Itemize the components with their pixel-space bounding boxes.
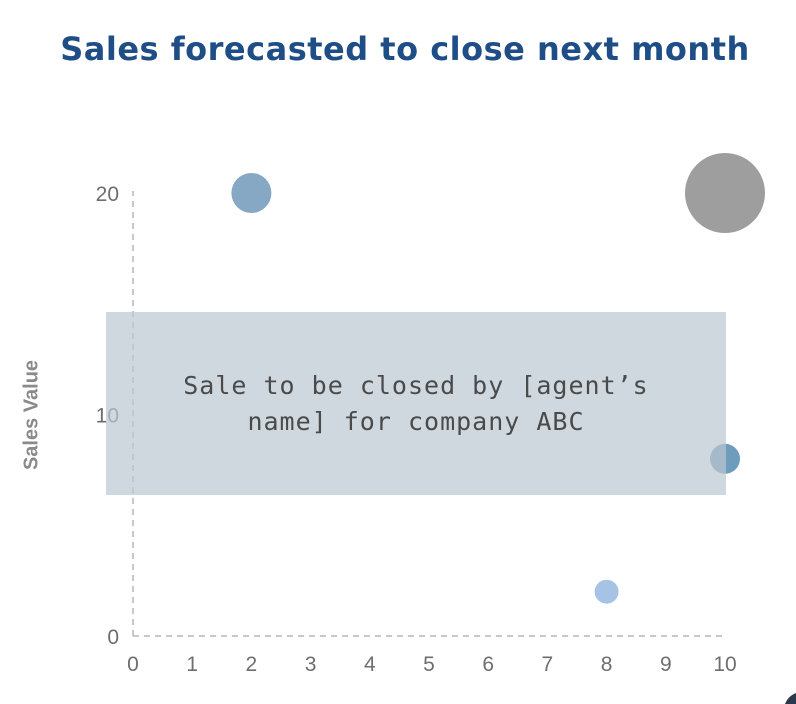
x-tick-label: 7 (542, 653, 554, 676)
x-tick-label: 1 (186, 653, 198, 676)
y-tick-label: 0 (107, 626, 119, 649)
data-point-4 (594, 579, 619, 604)
x-tick-label: 0 (127, 653, 139, 676)
x-tick-label: 5 (423, 653, 435, 676)
x-tick-labels: 0 1 2 3 4 5 6 7 8 9 10 (127, 653, 737, 676)
data-points (231, 153, 765, 604)
x-tick-label: 8 (601, 653, 613, 676)
x-tick-label: 9 (660, 653, 672, 676)
annotation-text: Sale to be closed by [agent’s name] for … (183, 370, 649, 436)
x-tick-label: 4 (364, 653, 376, 676)
x-tick-label: 10 (713, 653, 736, 676)
y-tick-label: 20 (96, 183, 119, 206)
y-axis-label: Sales Value (20, 359, 43, 471)
annotation-callout: Sale to be closed by [agent’s name] for … (106, 312, 726, 495)
corner-decoration (766, 684, 796, 704)
data-point-2 (685, 153, 765, 233)
x-tick-label: 6 (482, 653, 494, 676)
x-tick-label: 3 (305, 653, 317, 676)
data-point-1 (231, 173, 272, 213)
x-tick-label: 2 (246, 653, 258, 676)
chart-title: Sales forecasted to close next month (60, 30, 750, 68)
